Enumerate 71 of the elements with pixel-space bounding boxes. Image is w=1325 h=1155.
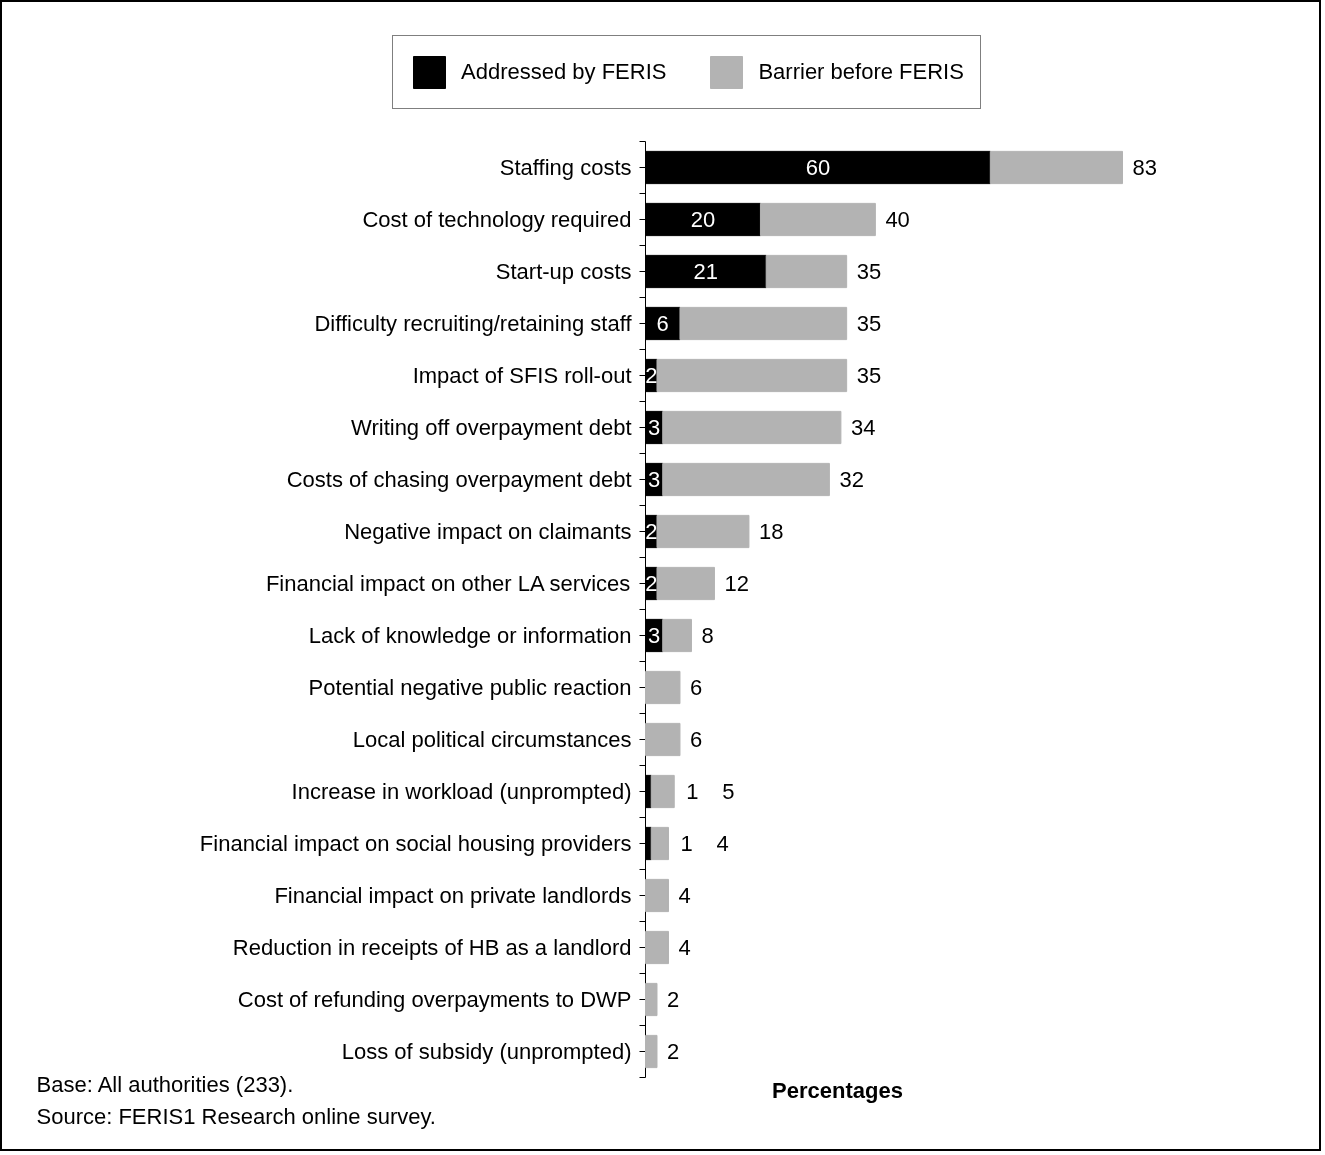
bar bbox=[759, 202, 876, 237]
y-tick-label: Impact of SFIS roll-out bbox=[412, 363, 632, 388]
text: Base: All authorities (233). bbox=[36, 1071, 294, 1097]
y-tick-label: Local political circumstances bbox=[352, 727, 632, 752]
total-label: 40 bbox=[885, 207, 910, 232]
data-label: 1 bbox=[680, 831, 693, 856]
total-label: 5 bbox=[722, 779, 735, 804]
total-label: 83 bbox=[1132, 155, 1157, 180]
total-label: 35 bbox=[856, 259, 882, 284]
y-tick-label: Start-up costs bbox=[495, 259, 632, 284]
bar bbox=[645, 670, 681, 705]
total-label: 2 bbox=[666, 1039, 680, 1064]
y-tick-label: Difficulty recruiting/retaining staff bbox=[314, 311, 633, 336]
data-label: 60 bbox=[805, 155, 831, 180]
bar bbox=[656, 358, 848, 393]
total-label: 4 bbox=[716, 831, 729, 856]
y-tick-label: Financial impact on other LA services bbox=[265, 571, 631, 596]
bar bbox=[679, 306, 848, 341]
source-note: Source: FERIS1 Research online survey. bbox=[36, 1103, 436, 1129]
bar bbox=[650, 774, 675, 809]
y-tick-label: Potential negative public reaction bbox=[308, 675, 632, 700]
total-label: 6 bbox=[689, 675, 703, 700]
legend-label: Barrier before FERIS bbox=[758, 59, 964, 85]
total-label: 18 bbox=[758, 519, 784, 544]
total-label: 4 bbox=[678, 935, 691, 960]
y-tick-label: Financial impact on social housing providers bbox=[199, 831, 632, 856]
bar bbox=[650, 826, 669, 861]
data-label: 1 bbox=[686, 779, 699, 804]
total-label: 35 bbox=[856, 311, 882, 336]
data-label: 3 bbox=[648, 415, 661, 440]
data-label: 3 bbox=[648, 467, 661, 492]
total-label: 4 bbox=[678, 883, 691, 908]
legend-label: Addressed by FERIS bbox=[461, 59, 667, 85]
y-tick-label: Costs of chasing overpayment debt bbox=[286, 467, 632, 492]
bar bbox=[662, 618, 692, 653]
data-label: 2 bbox=[645, 519, 658, 544]
bar bbox=[656, 514, 750, 549]
data-label: 3 bbox=[648, 623, 661, 648]
y-tick-label: Cost of technology required bbox=[362, 207, 632, 232]
bar bbox=[765, 254, 848, 289]
bar bbox=[645, 930, 669, 965]
y-tick-label: Negative impact on claimants bbox=[344, 519, 632, 544]
y-tick-label: Cost of refunding overpayments to DWP bbox=[237, 987, 632, 1012]
total-label: 34 bbox=[850, 415, 876, 440]
data-label: 6 bbox=[656, 311, 669, 336]
y-tick-label: Writing off overpayment debt bbox=[351, 415, 632, 440]
y-tick-label: Reduction in receipts of HB as a landlord bbox=[232, 935, 632, 960]
bar bbox=[662, 462, 830, 497]
bar bbox=[989, 150, 1123, 185]
total-label: 6 bbox=[689, 727, 703, 752]
bar bbox=[645, 722, 681, 757]
total-label: 8 bbox=[701, 623, 714, 648]
data-label: 21 bbox=[693, 259, 719, 284]
total-label: 12 bbox=[724, 571, 749, 596]
bar bbox=[645, 982, 658, 1017]
y-tick-label: Financial impact on private landlords bbox=[274, 883, 632, 908]
data-label: 2 bbox=[645, 571, 658, 596]
y-tick-label: Loss of subsidy (unprompted) bbox=[341, 1039, 632, 1064]
data-label: 2 bbox=[645, 363, 658, 388]
bar bbox=[645, 878, 669, 913]
total-label: 32 bbox=[839, 467, 864, 492]
bar bbox=[662, 410, 842, 445]
data-label: 20 bbox=[690, 207, 716, 232]
total-label: 2 bbox=[666, 987, 680, 1012]
bar bbox=[656, 566, 715, 601]
y-tick-label: Increase in workload (unprompted) bbox=[291, 779, 632, 804]
total-label: 35 bbox=[856, 363, 882, 388]
x-axis-title: Percentages bbox=[772, 1078, 903, 1103]
bar bbox=[645, 1034, 658, 1069]
y-tick-label: Staffing costs bbox=[499, 155, 632, 180]
y-tick-label: Lack of knowledge or information bbox=[308, 623, 632, 648]
